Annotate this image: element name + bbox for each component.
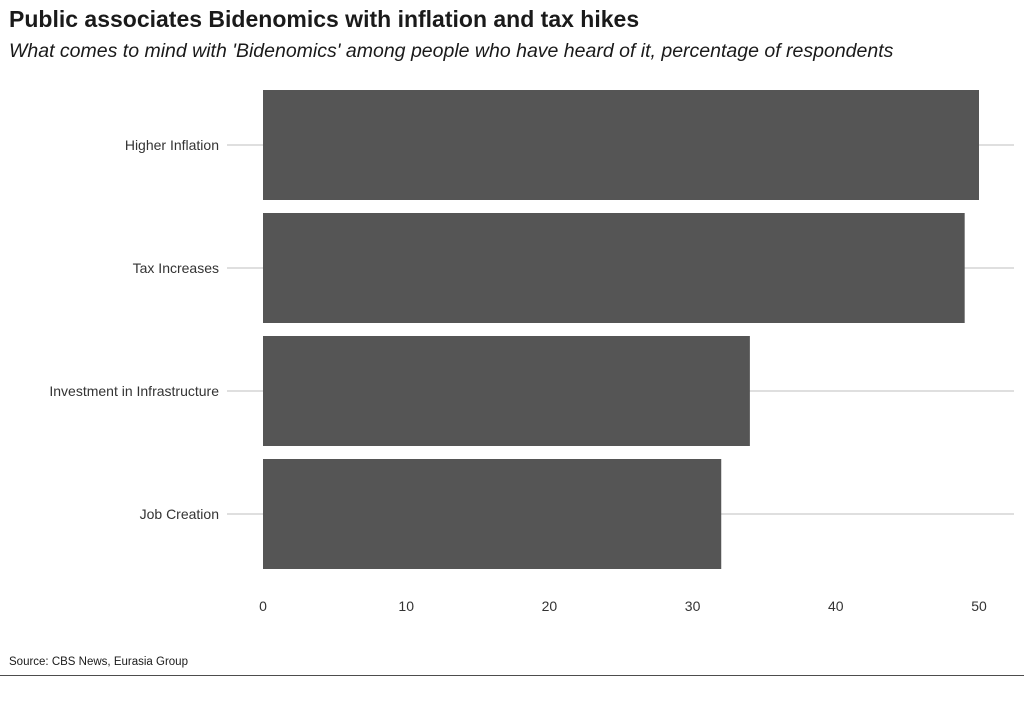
x-tick-label-40: 40: [828, 598, 844, 614]
x-tick-label-0: 0: [259, 598, 267, 614]
category-label-tax-increases: Tax Increases: [133, 260, 219, 276]
bar-job-creation: [263, 459, 722, 569]
x-tick-label-20: 20: [542, 598, 558, 614]
bar-investment-in-infrastructure: [263, 336, 750, 446]
bottom-rule: [0, 675, 1024, 676]
chart-subtitle: What comes to mind with 'Bidenomics' amo…: [9, 40, 894, 62]
x-tick-label-30: 30: [685, 598, 701, 614]
bars: [263, 90, 979, 569]
category-label-job-creation: Job Creation: [140, 506, 219, 522]
bar-tax-increases: [263, 213, 965, 323]
gridlines: [227, 144, 1014, 515]
category-label-investment-in-infrastructure: Investment in Infrastructure: [49, 383, 219, 399]
x-tick-label-50: 50: [971, 598, 987, 614]
bar-higher-inflation: [263, 90, 979, 200]
category-labels: Higher Inflation Tax Increases Investment …: [49, 137, 219, 522]
x-tick-label-10: 10: [398, 598, 414, 614]
source-note: Source: CBS News, Eurasia Group: [9, 656, 188, 668]
x-axis-ticks: 0 10 20 30 40 50: [259, 598, 987, 614]
chart-title: Public associates Bidenomics with inflat…: [9, 6, 640, 32]
category-label-higher-inflation: Higher Inflation: [125, 137, 219, 153]
